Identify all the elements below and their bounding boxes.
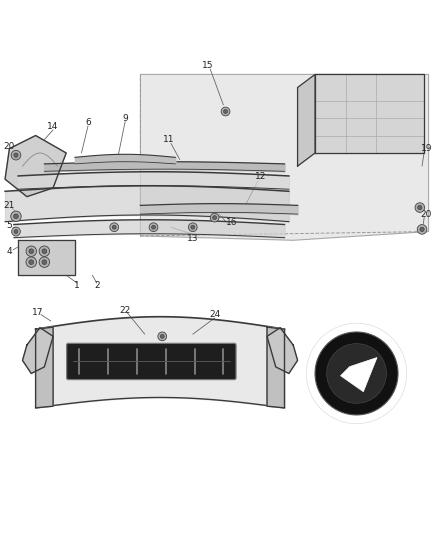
Circle shape [42, 249, 47, 254]
Circle shape [26, 246, 36, 256]
Circle shape [11, 211, 21, 222]
Polygon shape [267, 327, 285, 408]
Circle shape [306, 323, 407, 424]
Text: 6: 6 [85, 118, 91, 127]
Circle shape [11, 150, 21, 160]
Circle shape [152, 225, 155, 229]
Text: 5: 5 [7, 221, 12, 230]
Circle shape [26, 257, 36, 268]
Circle shape [188, 223, 197, 231]
Text: 9: 9 [122, 114, 128, 123]
Circle shape [112, 225, 116, 229]
Polygon shape [5, 135, 66, 197]
Text: 14: 14 [47, 122, 59, 131]
Text: 26: 26 [357, 400, 369, 408]
Text: 16: 16 [226, 219, 238, 228]
Circle shape [29, 249, 34, 254]
Circle shape [417, 224, 427, 234]
Circle shape [42, 260, 47, 264]
Text: 11: 11 [163, 135, 174, 144]
Text: 15: 15 [202, 61, 214, 70]
Circle shape [39, 257, 49, 268]
Circle shape [12, 227, 20, 236]
Circle shape [420, 227, 424, 231]
Text: 24: 24 [209, 310, 220, 319]
Circle shape [160, 334, 164, 338]
Circle shape [149, 223, 158, 231]
Polygon shape [341, 358, 377, 392]
Circle shape [158, 332, 166, 341]
Polygon shape [35, 327, 53, 408]
Circle shape [315, 332, 398, 415]
Polygon shape [18, 240, 75, 275]
Polygon shape [267, 328, 297, 374]
Circle shape [213, 216, 217, 220]
Circle shape [223, 110, 227, 114]
Polygon shape [315, 75, 424, 153]
Text: 13: 13 [187, 233, 198, 243]
Circle shape [14, 214, 18, 219]
Circle shape [39, 246, 49, 256]
Polygon shape [22, 328, 53, 374]
Text: 20: 20 [4, 142, 15, 151]
Circle shape [191, 225, 195, 229]
Circle shape [210, 213, 219, 222]
Text: 19: 19 [420, 144, 432, 153]
Text: 2: 2 [94, 281, 99, 290]
FancyBboxPatch shape [67, 343, 236, 379]
Text: 4: 4 [7, 247, 12, 256]
Circle shape [14, 230, 18, 233]
Text: 12: 12 [255, 173, 266, 182]
Text: 20: 20 [421, 209, 432, 219]
Text: 21: 21 [4, 201, 15, 210]
Polygon shape [297, 75, 315, 166]
Circle shape [418, 205, 422, 209]
Circle shape [327, 344, 386, 403]
Circle shape [221, 107, 230, 116]
Circle shape [29, 260, 34, 264]
Text: 1: 1 [74, 281, 80, 290]
Polygon shape [141, 75, 428, 240]
Text: 17: 17 [32, 308, 43, 317]
Text: 25: 25 [318, 400, 329, 408]
Circle shape [110, 223, 119, 231]
Circle shape [14, 153, 18, 157]
Circle shape [415, 203, 425, 212]
Text: 22: 22 [120, 305, 131, 314]
